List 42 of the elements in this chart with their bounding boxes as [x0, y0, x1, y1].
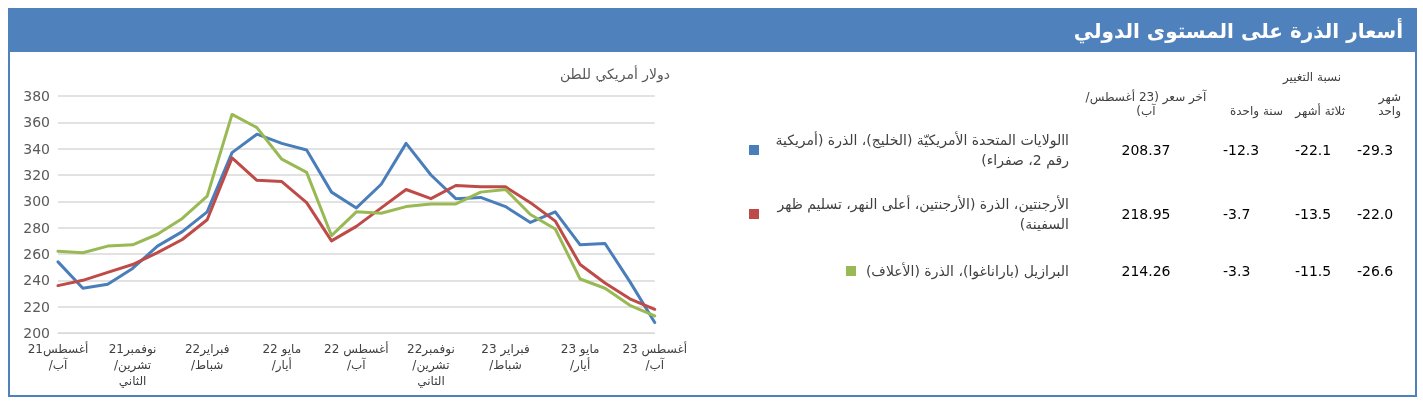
- x-tick-label: 23 أغسطس/آب: [622, 341, 688, 372]
- text: 218.95: [1120, 205, 1172, 224]
- text: آخر سعر (23 أغسطس/آب): [1084, 88, 1208, 118]
- line-series: [56, 156, 657, 311]
- x-tick-label: 22 أغسطس/آب: [324, 341, 389, 372]
- y-tick-label: 360: [23, 114, 50, 131]
- text: -3.7: [1222, 205, 1252, 224]
- text: -3.3: [1222, 262, 1252, 281]
- x-tick-label: 23 مايو/أيار: [560, 342, 600, 373]
- y-tick-label: 220: [23, 298, 50, 315]
- text: -11.5: [1294, 262, 1333, 281]
- x-tick-label: 23 فبراير/شباط: [481, 342, 530, 372]
- legend-label: البرازيل (باراناغوا)، الذرة (الأعلاف): [865, 261, 1069, 281]
- legend-label: االولايات المتحدة الأمريكيّة (الخليج)، الذرة (أمريكية رقم 2، صفراء): [774, 130, 1069, 170]
- y-tick-label: 300: [23, 193, 50, 210]
- y-axis-title: دولار أمريكي للطن: [559, 66, 670, 82]
- text: شهر واحد: [1377, 90, 1402, 118]
- text: -22.0: [1356, 205, 1395, 224]
- x-tick-label: 22فبراير/شباط: [184, 342, 230, 372]
- text: ثلاثة أشهر: [1293, 102, 1346, 118]
- y-tick-label: 260: [23, 246, 50, 262]
- text: -26.6: [1356, 262, 1395, 281]
- y-tick-label: 240: [23, 272, 50, 289]
- y-tick-label: 380: [23, 88, 50, 104]
- text: -13.5: [1294, 205, 1333, 224]
- x-tick-label: 21نوفمبر/تشرين الثاني: [108, 342, 157, 388]
- text: سنة واحدة: [1228, 103, 1284, 118]
- text: أسعار الذرة على المستوى الدولي: [10, 10, 1415, 52]
- text: نسبة التغيير: [1281, 70, 1343, 86]
- y-tick-label: 280: [23, 219, 50, 236]
- x-tick-label: 22نوفمبر/تشرين الثاني: [407, 342, 455, 388]
- text: 208.37: [1120, 141, 1172, 160]
- y-tick-label: 320: [23, 167, 50, 183]
- y-tick-label: 340: [23, 140, 50, 157]
- text: -29.3: [1356, 141, 1395, 160]
- legend-label: الأرجنتين، الذرة (الأرجنتين، أعلى النهر، تسليم ظهر السفينة): [776, 194, 1069, 234]
- x-tick-label: 21أغسطس/آب: [27, 341, 89, 372]
- text: -12.3: [1222, 141, 1261, 160]
- text: -22.1: [1294, 141, 1333, 160]
- text: 214.26: [1120, 262, 1172, 281]
- x-tick-label: 22 مايو/أيار: [262, 342, 302, 373]
- y-tick-label: 200: [23, 325, 50, 341]
